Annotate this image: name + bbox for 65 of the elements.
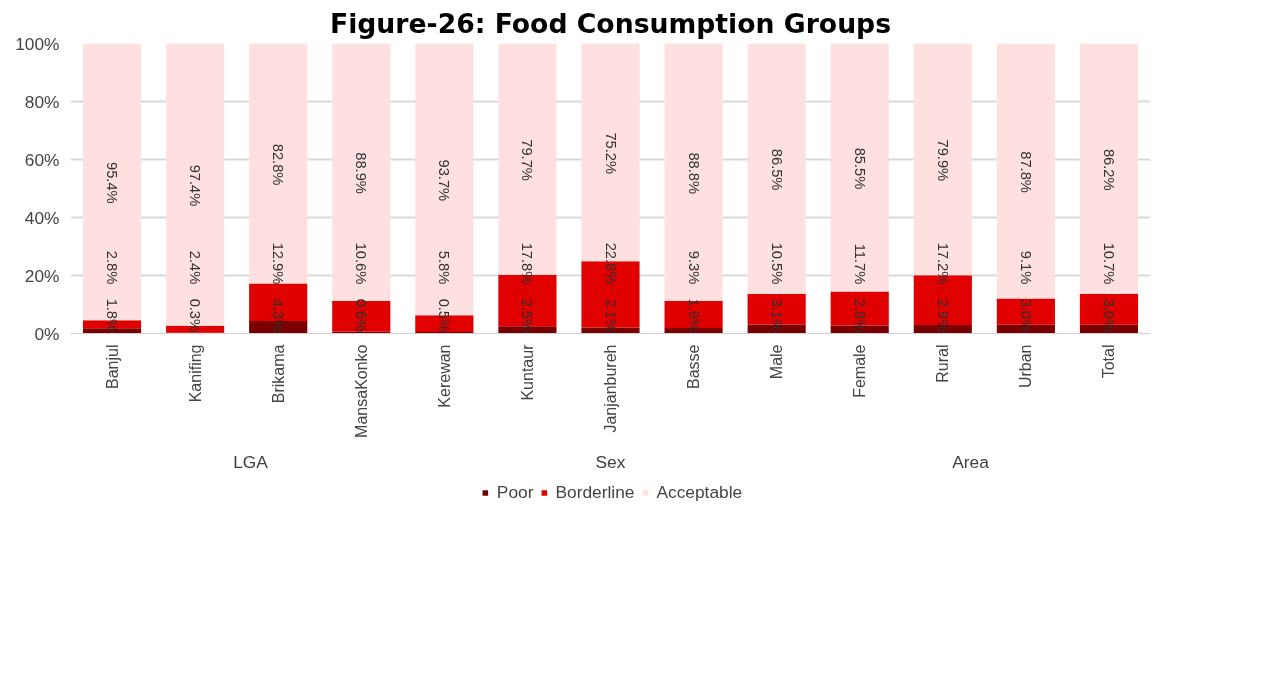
data-label: 75.2% bbox=[602, 132, 619, 175]
data-label: 85.5% bbox=[851, 147, 868, 190]
data-label: 95.4% bbox=[104, 162, 121, 204]
data-label: 22.8% bbox=[602, 242, 619, 285]
data-label: 3.0% bbox=[1017, 298, 1034, 333]
x-tick-label: Brikama bbox=[269, 344, 287, 404]
y-tick-label: 20% bbox=[24, 265, 60, 286]
data-label: 10.7% bbox=[1100, 242, 1117, 285]
x-tick-label: MansaKonko bbox=[352, 344, 370, 438]
data-label: 97.4% bbox=[187, 164, 204, 207]
x-tick-label: Banjul bbox=[103, 344, 121, 389]
x-tick-label: Total bbox=[1100, 344, 1118, 379]
data-label: 79.9% bbox=[934, 139, 951, 182]
y-tick-label: 40% bbox=[24, 207, 60, 228]
data-label: 9.1% bbox=[1017, 250, 1034, 285]
data-label: 11.7% bbox=[851, 243, 868, 285]
legend-label: Borderline bbox=[555, 481, 635, 503]
data-label: 88.9% bbox=[353, 152, 370, 194]
y-tick-label: 80% bbox=[24, 91, 60, 112]
legend-label: Poor bbox=[496, 481, 534, 503]
data-label: 9.3% bbox=[685, 250, 702, 285]
data-label: 2.9% bbox=[934, 298, 951, 333]
x-tick-label: Kuntaur bbox=[518, 343, 536, 401]
data-label: 79.7% bbox=[519, 139, 536, 181]
x-tick-label: Urban bbox=[1017, 344, 1035, 389]
data-label: 2.4% bbox=[187, 250, 204, 285]
data-label: 1.9% bbox=[685, 298, 702, 333]
data-label: 82.8% bbox=[270, 143, 287, 186]
data-label: 2.8% bbox=[104, 250, 121, 285]
x-tick-label: Basse bbox=[685, 344, 703, 389]
y-tick-label: 60% bbox=[24, 149, 60, 170]
data-label: 2.5% bbox=[519, 298, 536, 333]
data-label: 88.8% bbox=[685, 152, 702, 195]
data-label: 12.9% bbox=[270, 242, 287, 285]
chart-title: Figure-26: Food Consumption Groups bbox=[329, 7, 892, 39]
data-label: 0.3% bbox=[187, 298, 204, 333]
data-label: 5.8% bbox=[436, 250, 453, 285]
data-label: 17.2% bbox=[934, 242, 951, 285]
data-label: 86.5% bbox=[768, 148, 785, 191]
legend-label: Acceptable bbox=[656, 481, 743, 503]
x-tick-label: Female bbox=[851, 344, 869, 398]
data-label: 10.6% bbox=[353, 242, 370, 285]
data-label: 4.3% bbox=[270, 298, 287, 333]
data-label: 10.5% bbox=[768, 242, 785, 285]
y-tick-label: 100% bbox=[15, 33, 60, 54]
data-label: 93.7% bbox=[436, 159, 453, 202]
data-label: 1.8% bbox=[104, 298, 121, 333]
data-label: 87.8% bbox=[1017, 151, 1034, 193]
data-label: 86.2% bbox=[1100, 148, 1117, 191]
text: Area bbox=[952, 451, 990, 472]
data-label: 2.8% bbox=[851, 298, 868, 333]
data-label: 2.1% bbox=[602, 298, 619, 333]
data-label: 3.0% bbox=[1100, 298, 1117, 333]
x-tick-label: Kerewan bbox=[435, 344, 453, 408]
data-label: 0.5% bbox=[436, 298, 453, 333]
text: LGA bbox=[233, 451, 269, 472]
data-label: 17.8% bbox=[519, 242, 536, 285]
x-tick-label: Rural bbox=[934, 344, 952, 383]
x-tick-label: Male bbox=[768, 344, 786, 380]
data-label: 3.1% bbox=[768, 298, 785, 333]
y-tick-label: 0% bbox=[34, 323, 60, 344]
text: Sex bbox=[595, 451, 626, 472]
x-tick-label: Kanifing bbox=[186, 344, 204, 403]
x-tick-label: Janjanbureh bbox=[602, 344, 619, 433]
data-label: 0.6% bbox=[353, 298, 370, 333]
